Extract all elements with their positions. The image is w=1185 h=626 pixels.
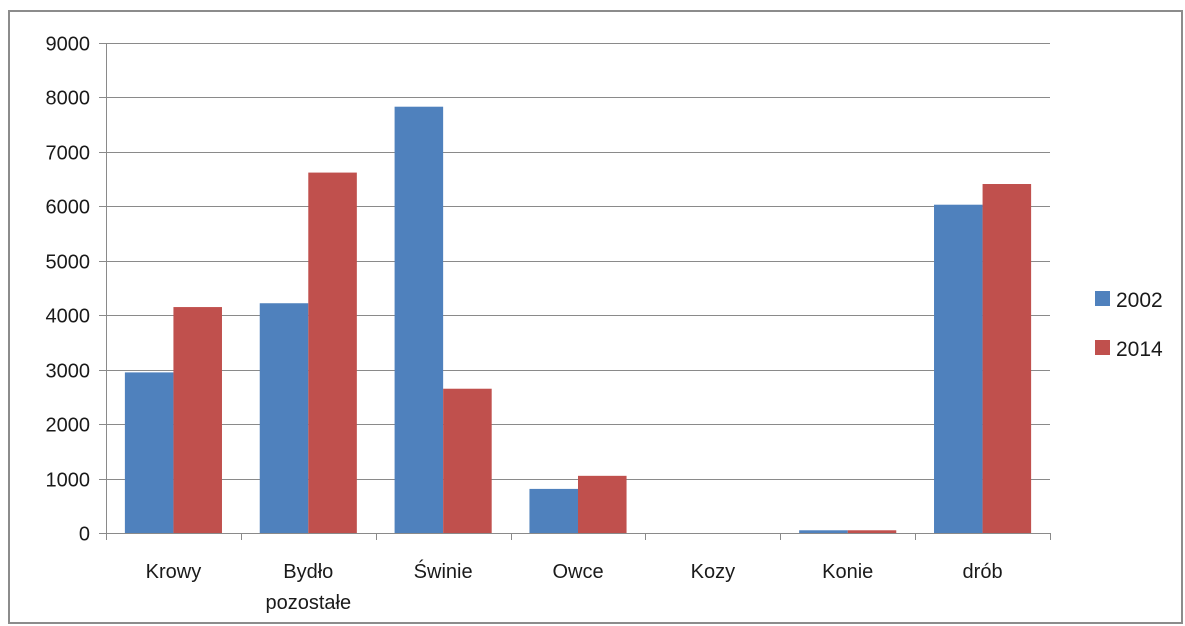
legend-label-2014: 2014 [1116, 338, 1163, 361]
bar-2002-1 [259, 303, 309, 533]
legend-swatch-2014 [1095, 340, 1110, 355]
y-tick-label: 5000 [46, 252, 91, 274]
x-category-label: drób [963, 561, 1003, 583]
bar-2014-0 [173, 307, 222, 533]
x-category-label: pozostałe [265, 592, 351, 614]
y-tick-label: 8000 [46, 88, 91, 110]
bar-2002-5 [799, 530, 848, 533]
bar-2014-2 [443, 388, 492, 533]
y-axis: 0 1000 2000 3000 4000 5000 6000 7000 8000 9000 [46, 34, 107, 546]
bar-2002-6 [934, 204, 983, 533]
bar-2002-3 [529, 488, 578, 533]
bar-2014-3 [578, 475, 627, 533]
x-category-label: Kozy [691, 561, 735, 583]
x-axis: Krowy Bydło pozostałe Świnie Owce Kozy Konie dr… [106, 533, 1051, 614]
bar-2014-5 [847, 530, 897, 533]
legend: 2002 2014 [1095, 289, 1163, 361]
y-tick-label: 6000 [46, 197, 91, 219]
gridlines [106, 43, 1050, 480]
bar-2014-6 [982, 184, 1032, 533]
y-tick-label: 1000 [46, 470, 91, 492]
bar-2014-1 [308, 172, 357, 533]
bar-2002-2 [394, 106, 444, 533]
bars [124, 106, 1032, 533]
y-tick-label: 9000 [46, 34, 91, 56]
x-category-label: Krowy [146, 561, 202, 583]
bar-2002-0 [124, 372, 174, 533]
y-tick-label: 7000 [46, 143, 91, 165]
y-tick-label: 2000 [46, 415, 91, 437]
x-category-label: Konie [822, 561, 873, 583]
legend-swatch-2002 [1095, 291, 1110, 306]
y-tick-label: 0 [79, 524, 90, 546]
x-category-label: Bydło [283, 561, 333, 583]
x-category-label: Owce [552, 561, 603, 583]
y-tick-label: 4000 [46, 306, 91, 328]
x-category-label: Świnie [414, 559, 473, 583]
legend-label-2002: 2002 [1116, 289, 1163, 312]
y-tick-label: 3000 [46, 361, 91, 383]
